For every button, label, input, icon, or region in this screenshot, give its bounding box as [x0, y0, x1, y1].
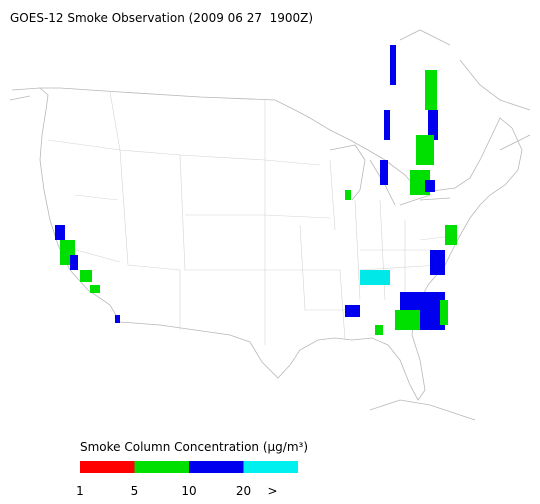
colorbar-tick-label: >	[268, 484, 278, 498]
legend-title: Smoke Column Concentration (μg/m³)	[80, 440, 308, 454]
smoke	[345, 190, 351, 200]
smoke	[115, 315, 120, 323]
cuba	[369, 399, 476, 421]
smoke	[80, 270, 92, 282]
colorbar-segment	[243, 461, 298, 473]
smoke	[380, 160, 388, 185]
map-title: GOES-12 Smoke Observation (2009 06 27 19…	[10, 11, 313, 25]
smoke	[425, 180, 435, 192]
colorbar-segment	[80, 461, 135, 473]
smoke	[390, 45, 396, 85]
smoke	[425, 70, 437, 110]
smoke	[395, 310, 420, 330]
smoke	[90, 285, 100, 293]
colorbar-tick-label: 20	[236, 484, 251, 498]
colorbar-tick-label: 1	[76, 484, 84, 498]
colorbar-tick-label: 5	[131, 484, 139, 498]
colorbar: 1 5 10 20 >	[76, 461, 298, 498]
state-borders	[47, 91, 461, 345]
colorbar-segment	[134, 461, 189, 473]
smoke	[445, 225, 457, 245]
smoke	[375, 325, 383, 335]
smoke	[70, 255, 78, 270]
smoke	[428, 110, 438, 140]
smoke	[384, 110, 390, 140]
smoke	[360, 270, 390, 285]
smoke	[55, 225, 65, 240]
smoke	[416, 135, 434, 165]
smoke	[345, 305, 360, 317]
smoke-patches	[55, 45, 457, 335]
colorbar-segment	[189, 461, 244, 473]
smoke	[440, 300, 448, 325]
smoke	[430, 250, 445, 275]
canada-coast	[9, 29, 531, 151]
colorbar-tick-label: 10	[181, 484, 196, 498]
